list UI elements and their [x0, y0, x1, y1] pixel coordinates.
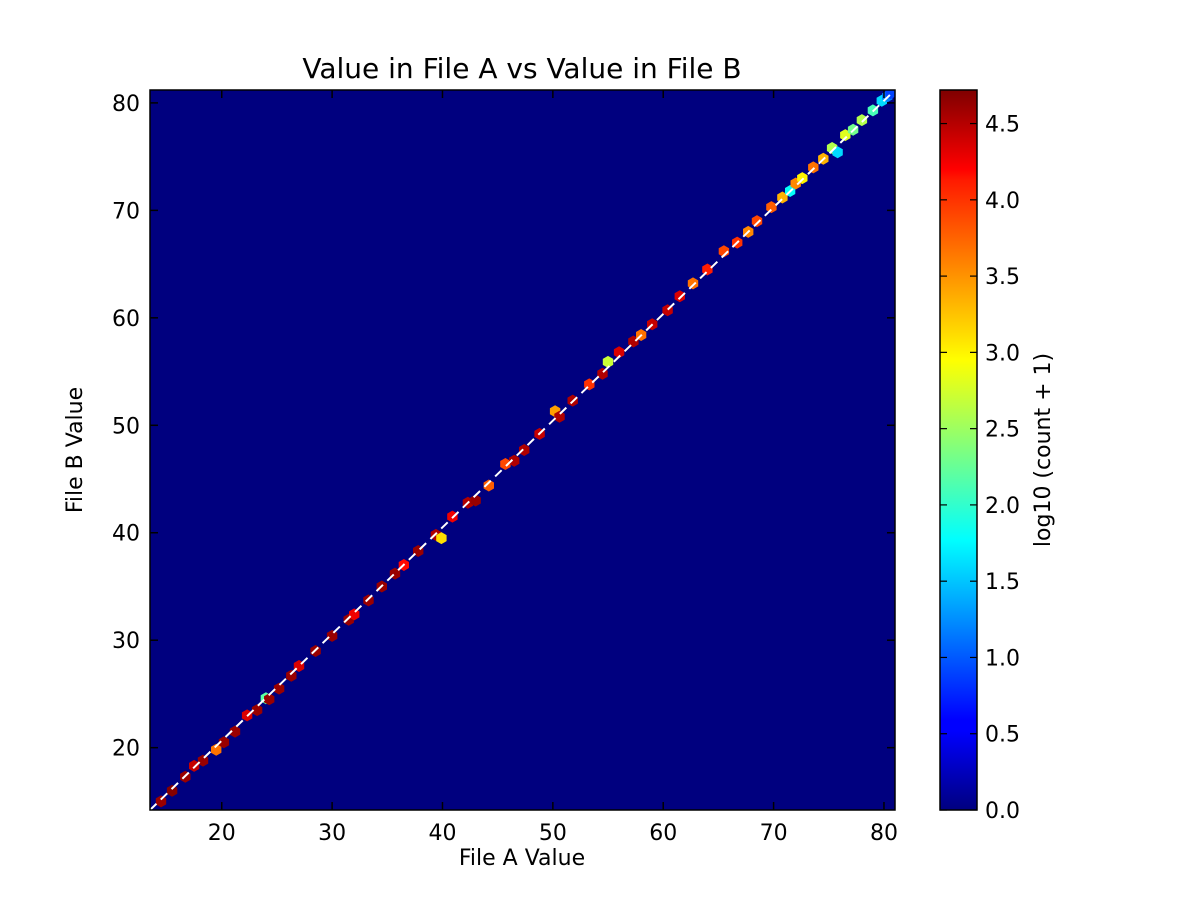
- y-tick-label: 40: [112, 522, 140, 547]
- hexbin-cell: [264, 693, 275, 706]
- hexbin-cell: [218, 736, 230, 749]
- hexbin-cell: [470, 494, 481, 507]
- hexbin-cell: [251, 704, 263, 717]
- hexbin-cell: [751, 215, 763, 228]
- hexbin-cell: [189, 759, 200, 772]
- x-tick-label: 20: [208, 821, 236, 846]
- x-axis-label: File A Value: [459, 846, 585, 871]
- colorbar-tick-label: 3.5: [985, 265, 1020, 290]
- colorbar-tick-label: 4.5: [985, 113, 1020, 138]
- hexbin-cells: [155, 90, 895, 808]
- x-tick-label: 70: [760, 821, 788, 846]
- x-tick-label: 60: [649, 821, 677, 846]
- hexbin-cell: [509, 454, 520, 467]
- x-tick-label: 50: [539, 821, 567, 846]
- y-tick-label: 80: [112, 92, 140, 117]
- plot-frame: [149, 89, 896, 811]
- y-tick-label: 60: [112, 307, 140, 332]
- colorbar-tick-label: 1.5: [985, 570, 1020, 595]
- colorbar-tick-label: 2.0: [985, 494, 1020, 519]
- hexbin-cell: [286, 669, 297, 682]
- hexbin-cell: [674, 290, 685, 303]
- hexbin-cell: [229, 725, 241, 738]
- y-axis-label: File B Value: [63, 387, 88, 513]
- colorbar-tick-label: 0.0: [985, 799, 1020, 824]
- hexbin-cell: [519, 444, 530, 456]
- hexbin-cell: [613, 346, 625, 359]
- y-tick-label: 20: [112, 737, 140, 762]
- colorbar-tick-label: 4.0: [985, 189, 1020, 214]
- y-tick-label: 70: [112, 199, 140, 224]
- hexbin-cell: [211, 743, 222, 756]
- hexbin-cell: [628, 335, 639, 348]
- identity-reference-line: [150, 90, 895, 810]
- hexbin-cell: [155, 795, 167, 808]
- colorbar-ticks: 0.0 0.5 1.0 1.5 2.0 2.5 3.0 3.5 4.0 4.5: [940, 113, 1020, 824]
- hexbin-cell: [436, 532, 447, 545]
- colorbar-tick-label: 2.5: [985, 418, 1020, 443]
- x-tick-label: 30: [318, 821, 346, 846]
- colorbar-tick-label: 0.5: [985, 723, 1020, 748]
- hexbin-cell: [766, 201, 777, 214]
- hexbin-cell: [856, 114, 868, 127]
- colorbar-tick-label: 3.0: [985, 341, 1020, 366]
- hexbin-cell: [273, 682, 285, 695]
- chart-title: Value in File A vs Value in File B: [302, 52, 741, 85]
- x-tick-label: 80: [870, 821, 898, 846]
- hexbin-cell: [554, 410, 565, 423]
- y-tick-label: 50: [112, 414, 140, 439]
- colorbar-tick-label: 1.0: [985, 646, 1020, 671]
- colorbar-label: log10 (count + 1): [1031, 353, 1056, 547]
- x-axis: 20 30 40 50 60 70 80: [208, 90, 898, 846]
- x-tick-label: 40: [428, 821, 456, 846]
- hexbin-cell: [166, 784, 178, 797]
- y-tick-label: 30: [112, 629, 140, 654]
- hexbin-cell: [326, 629, 338, 642]
- hexbin-cell: [483, 479, 494, 492]
- hexbin-cell: [602, 355, 614, 368]
- hexbin-cell: [500, 458, 511, 470]
- y-axis: 20 30 40 50 60 70 80: [112, 92, 895, 762]
- colorbar: [939, 89, 978, 811]
